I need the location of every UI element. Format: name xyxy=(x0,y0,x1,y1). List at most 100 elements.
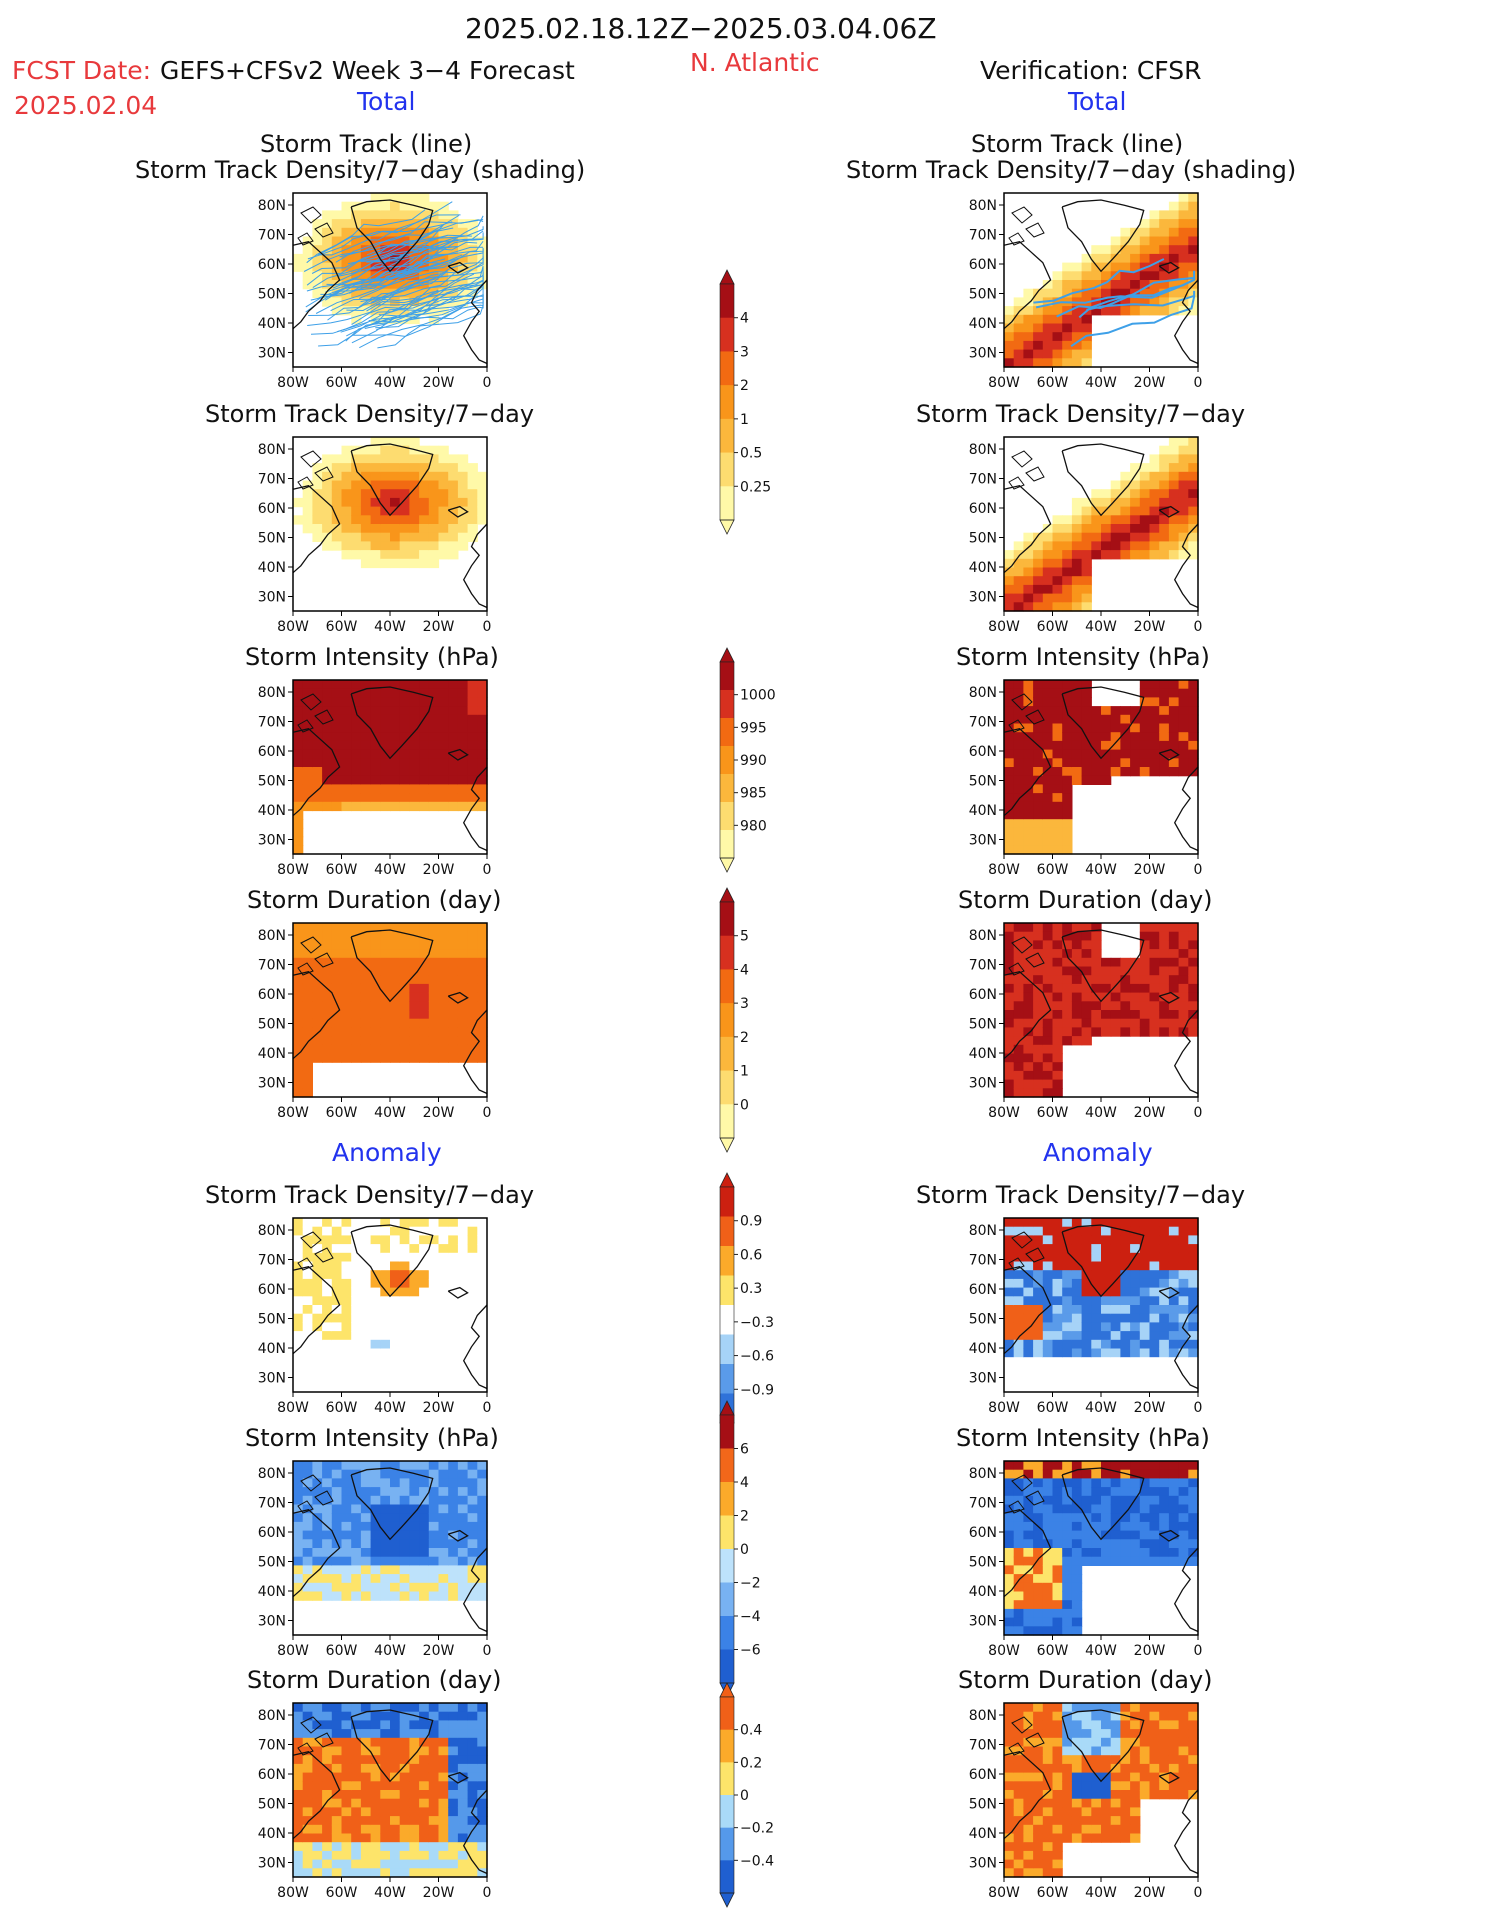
shading-cell xyxy=(448,983,459,994)
shading-cell xyxy=(1081,992,1092,1002)
shading-cell xyxy=(1033,940,1044,950)
shading-cell xyxy=(1071,1226,1083,1236)
shading-cell xyxy=(477,1053,488,1063)
shading-cell xyxy=(477,1036,488,1046)
shading-cell xyxy=(331,1252,343,1263)
shading-cell xyxy=(1101,1824,1112,1835)
storm-track-line xyxy=(339,219,484,258)
shading-cell xyxy=(428,1053,440,1063)
shading-cell xyxy=(1042,1504,1054,1514)
shading-cell xyxy=(448,1322,459,1332)
shading-cell xyxy=(428,983,440,994)
shading-cell xyxy=(438,471,449,482)
shading-cell xyxy=(331,219,343,229)
shading-cell xyxy=(302,1574,313,1584)
shading-cell xyxy=(1033,1469,1044,1479)
lat-tick-label: 30N xyxy=(969,1614,997,1630)
shading-cell xyxy=(1023,349,1034,359)
colorbar-swatch xyxy=(720,1549,734,1583)
shading-cell xyxy=(351,550,362,560)
shading-cell xyxy=(1110,1781,1121,1791)
shading-cell xyxy=(457,758,469,768)
shading-cell xyxy=(1168,1244,1180,1254)
shading-cell xyxy=(351,767,362,777)
shading-cell xyxy=(1071,1383,1083,1393)
shading-cell xyxy=(370,1833,381,1843)
coastline-iceland xyxy=(1158,1286,1180,1299)
shading-cell xyxy=(322,1296,333,1306)
shading-cell xyxy=(341,1287,352,1297)
shading-cell xyxy=(1071,775,1083,785)
shading-cell xyxy=(399,1513,410,1523)
shading-cell xyxy=(409,1556,420,1566)
shading-cell xyxy=(390,314,401,325)
shading-cell xyxy=(399,1565,410,1575)
shading-cell xyxy=(1062,819,1073,829)
shading-cell xyxy=(1013,680,1024,690)
shading-cell xyxy=(477,957,488,968)
shading-cell xyxy=(1042,931,1054,941)
lat-tick-label: 30N xyxy=(258,590,286,606)
shading-cell xyxy=(331,1044,343,1055)
shading-cell xyxy=(341,1348,352,1358)
shading-cell xyxy=(1004,1010,1015,1020)
shading-cell xyxy=(341,1487,352,1497)
shading-cells xyxy=(293,923,488,1098)
shading-cell xyxy=(1101,489,1112,499)
shading-cell xyxy=(1101,288,1112,298)
shading-cell xyxy=(331,454,343,464)
shading-cell xyxy=(302,1235,313,1245)
shading-cell xyxy=(1062,1305,1073,1315)
shading-cell xyxy=(351,723,362,733)
shading-cell xyxy=(477,1521,488,1532)
shading-cell xyxy=(322,1036,333,1046)
shading-cell xyxy=(1130,1305,1141,1315)
shading-cell xyxy=(312,706,323,716)
shading-cell xyxy=(1081,515,1092,525)
shading-cell xyxy=(1101,1711,1112,1721)
shading-cell xyxy=(1159,1278,1170,1289)
shading-cell xyxy=(1042,306,1054,316)
shading-cell xyxy=(380,1798,391,1808)
shading-cell xyxy=(409,1763,420,1774)
shading-cell xyxy=(1042,1824,1054,1835)
shading-cell xyxy=(1071,558,1083,569)
shading-cell xyxy=(448,1755,459,1765)
shading-cell xyxy=(1159,236,1170,246)
shading-cell xyxy=(1013,1790,1024,1800)
shading-cell xyxy=(360,1044,372,1055)
shading-cell xyxy=(438,793,449,803)
shading-cell xyxy=(1081,1495,1092,1506)
shading-cell xyxy=(1033,1322,1044,1332)
shading-cell xyxy=(1091,532,1102,542)
shading-cell xyxy=(1168,697,1180,707)
shading-cell xyxy=(322,758,333,768)
shading-cell xyxy=(370,524,381,534)
shading-cell xyxy=(1004,1469,1015,1479)
colorbar-swatch xyxy=(720,1860,734,1894)
shading-cell xyxy=(1168,1010,1180,1020)
shading-cell xyxy=(302,992,313,1002)
shading-cell xyxy=(438,1798,449,1808)
shading-cell xyxy=(409,515,420,525)
shading-cell xyxy=(1004,306,1015,316)
shading-cell xyxy=(1178,1383,1189,1393)
shading-cell xyxy=(467,1720,478,1730)
shading-cell xyxy=(370,1469,381,1479)
shading-cell xyxy=(1071,1287,1083,1297)
shading-cell xyxy=(341,723,352,733)
shading-cell xyxy=(477,758,488,768)
storm-track-line xyxy=(338,241,484,282)
shading-cell xyxy=(448,1548,459,1558)
shading-cell xyxy=(1159,506,1170,516)
shading-cell xyxy=(477,680,488,690)
shading-cell xyxy=(1042,1469,1054,1479)
shading-cell xyxy=(1052,1383,1063,1393)
shading-cell xyxy=(1139,280,1151,290)
shading-cell xyxy=(1081,983,1092,994)
shading-cell xyxy=(1149,280,1160,290)
shading-cell xyxy=(1052,1833,1063,1843)
shading-cell xyxy=(1120,1539,1131,1549)
shading-cell xyxy=(370,1357,381,1367)
